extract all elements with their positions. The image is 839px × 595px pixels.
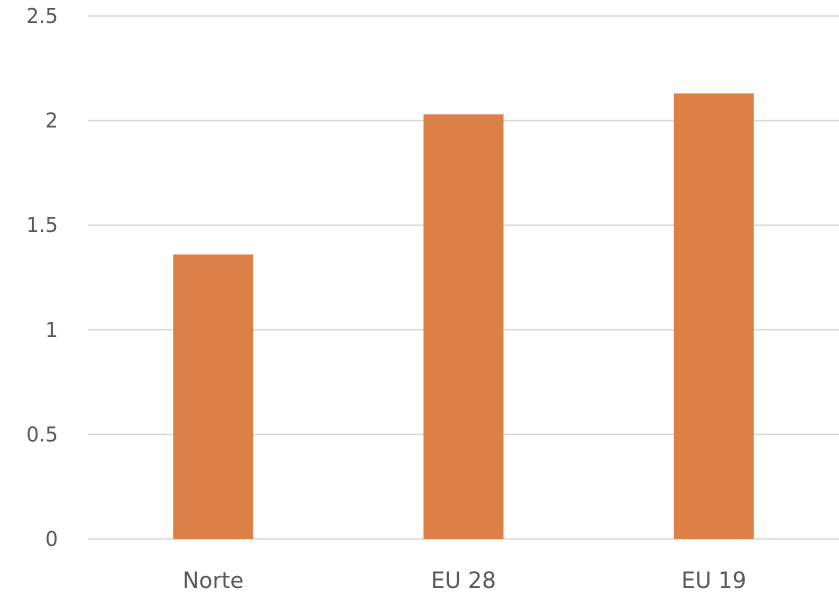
y-tick-label: 0 [45,527,58,551]
y-tick-label: 1 [45,318,58,342]
bar-eu-19 [673,93,754,540]
x-category-label: EU 19 [681,569,746,594]
y-axis-tick-labels: 0 0.5 1 1.5 2 2.5 [26,4,58,551]
y-tick-label: 2 [45,109,58,133]
x-axis-category-labels: Norte EU 28 EU 19 [183,569,747,594]
y-tick-label: 0.5 [26,422,58,446]
y-tick-label: 2.5 [26,4,58,28]
x-category-label: EU 28 [431,569,496,594]
x-category-label: Norte [183,569,244,594]
y-tick-label: 1.5 [26,213,58,237]
bar-eu-28 [423,114,504,539]
bars [173,93,754,540]
bar-norte [173,254,254,539]
